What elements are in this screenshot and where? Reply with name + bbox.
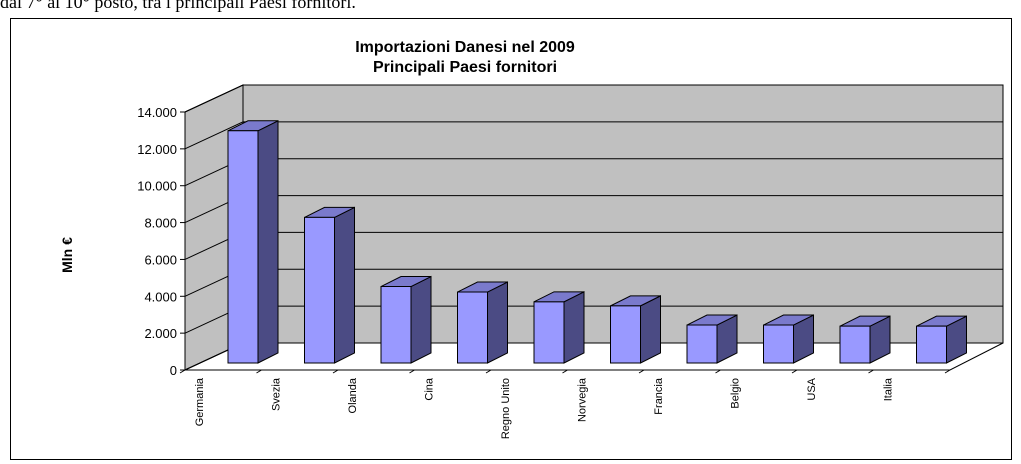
x-tick: [791, 369, 798, 374]
bar-side: [334, 206, 355, 364]
x-tick-label: Olanda: [347, 377, 359, 413]
y-tick-label: 8.000: [144, 216, 177, 231]
bar-front: [839, 325, 871, 364]
bar-front: [380, 286, 412, 364]
y-tick-label: 0: [170, 363, 177, 378]
grid-line: [184, 121, 244, 150]
bar-front: [686, 324, 718, 364]
x-tick-label: Germania: [194, 377, 206, 426]
y-tick-label: 4.000: [144, 289, 177, 304]
bar-side: [257, 119, 279, 364]
x-tick: [485, 369, 492, 374]
x-tick: [715, 369, 721, 374]
x-tick: [638, 369, 645, 374]
bar: [457, 281, 508, 364]
x-tick: [868, 369, 874, 374]
bar: [304, 206, 355, 364]
x-tick: [944, 369, 951, 374]
bar: [227, 119, 279, 364]
y-tick-label: 12.000: [137, 142, 177, 157]
bar-front: [304, 216, 335, 364]
x-tick-label: Regno Unito: [500, 378, 512, 439]
x-tick-label: Francia: [653, 377, 665, 415]
caption: dal 7° al 10° posto, tra i principali Pa…: [0, 0, 356, 12]
bar-side: [640, 295, 661, 364]
x-tick-label: USA: [806, 377, 818, 400]
bar-front: [457, 291, 488, 364]
y-tick-label: 2.000: [144, 326, 177, 341]
y-tick-label: 6.000: [144, 252, 177, 267]
bar: [533, 291, 585, 364]
bar-side: [563, 291, 585, 364]
x-tick: [562, 369, 568, 374]
chart-subtitle: Principali Paesi fornitori: [373, 59, 557, 76]
bar: [686, 314, 738, 364]
bar-front: [227, 130, 259, 364]
bar: [763, 314, 814, 364]
bar: [839, 315, 891, 364]
x-tick-label: Belgio: [730, 378, 742, 409]
bar: [916, 315, 967, 364]
x-tick: [409, 369, 415, 374]
y-tick-label: 10.000: [137, 179, 177, 194]
bar-front: [763, 324, 794, 364]
bar: [610, 295, 661, 364]
grid-line: [184, 84, 244, 113]
chart-title: Importazioni Danesi nel 2009: [355, 39, 575, 56]
x-tick: [179, 369, 186, 374]
x-tick-label: Svezia: [271, 377, 283, 411]
bar-front: [533, 301, 565, 364]
y-tick-label: 14.000: [137, 105, 177, 120]
y-axis-label: Mln €: [59, 237, 75, 273]
bar-front: [610, 305, 641, 364]
x-tick-label: Norvegia: [577, 377, 589, 422]
x-tick-label: Italia: [883, 377, 895, 401]
bar: [380, 275, 432, 364]
x-tick: [256, 369, 262, 374]
bar-side: [487, 281, 508, 364]
bar-front: [916, 325, 947, 364]
bar-side: [410, 275, 432, 364]
x-tick: [332, 369, 339, 374]
x-tick-label: Cina: [424, 377, 436, 401]
